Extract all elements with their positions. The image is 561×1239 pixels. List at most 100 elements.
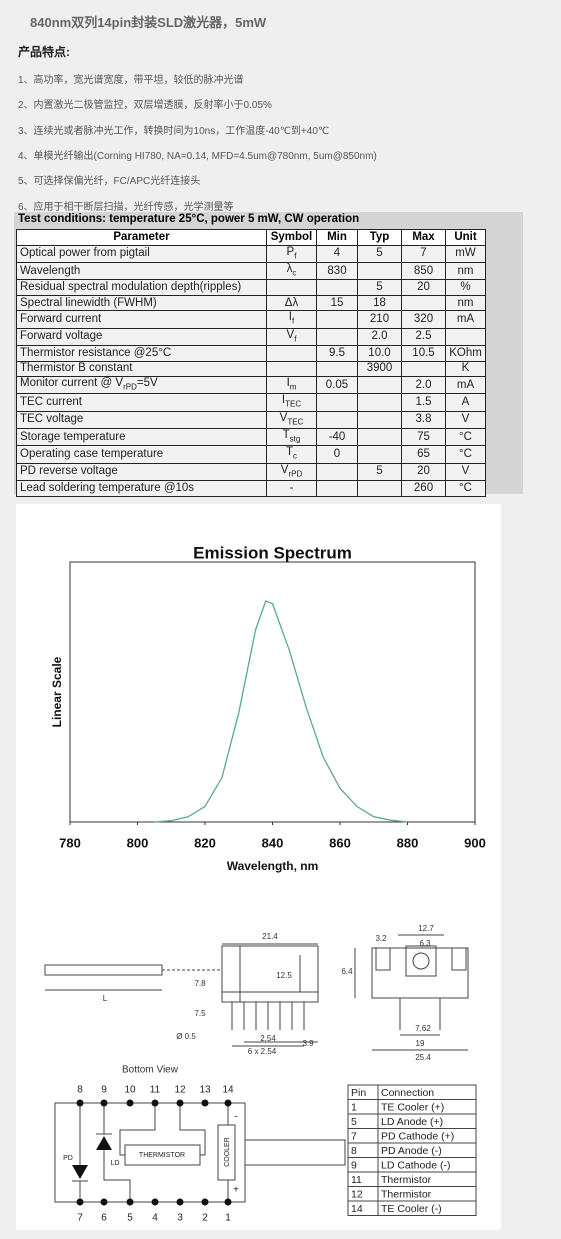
table-cell: 9.5: [316, 344, 358, 362]
feature-item: 1、高功率，宽光谱宽度，带平坦，较低的脉冲光谱: [18, 75, 244, 86]
subscript: rPD: [123, 382, 137, 392]
subscript: f: [294, 250, 297, 260]
pin-number: 8: [77, 1085, 83, 1096]
table-row: Storage temperature Tstg -40 75 °C: [16, 428, 486, 447]
subscript: TEC: [287, 417, 304, 427]
table-cell: °C: [445, 428, 486, 447]
pin-number: 3: [177, 1213, 183, 1224]
table-cell: [316, 310, 358, 329]
table-cell: 4: [316, 244, 358, 263]
dimension-label: 21.4: [262, 932, 278, 941]
table-cell: Pf: [266, 244, 317, 263]
x-tick-label: 780: [59, 835, 81, 850]
spec-table: Parameter Symbol Min Typ Max Unit Optical powe…: [16, 229, 486, 497]
table-cell: [357, 261, 402, 281]
table-row: Spectral linewidth (FWHM) Δλ 15 18 nm: [16, 294, 486, 312]
pin-table-cell: 5: [351, 1116, 357, 1128]
table-cell: If: [266, 310, 317, 329]
table-cell: [357, 428, 402, 447]
table-cell: mA: [445, 310, 486, 329]
cell-text: P: [286, 245, 295, 258]
table-cell: 5: [357, 279, 402, 296]
table-row: Monitor current @ VrPD=5V Im 0.05 2.0 mA: [16, 376, 486, 395]
header-row: Parameter Symbol Min Typ Max Unit: [16, 229, 486, 246]
table-cell: 5: [357, 462, 402, 481]
pin-number: 6: [101, 1213, 107, 1224]
table-cell: °C: [445, 479, 486, 497]
table-cell: 10.5: [401, 344, 446, 362]
table-cell: [357, 376, 402, 395]
dimension-label: 12.7: [418, 924, 434, 933]
table-cell: mW: [445, 244, 486, 263]
table-cell: 75: [401, 428, 446, 447]
table-cell: [266, 344, 317, 362]
column-header: Unit: [445, 229, 486, 246]
table-row: Wavelength λc 830 850 nm: [16, 261, 486, 281]
dimension-label: 3.9: [302, 1039, 314, 1048]
table-cell: TEC current: [16, 393, 267, 412]
table-cell: 320: [401, 310, 446, 329]
table-cell: [445, 327, 486, 346]
table-cell: 3900: [357, 360, 402, 378]
table-cell: 850: [401, 261, 446, 281]
table-cell: [316, 479, 358, 497]
pin-table-cell: LD Anode (+): [381, 1116, 443, 1128]
y-axis-label: Linear Scale: [50, 656, 64, 727]
table-cell: V: [445, 462, 486, 481]
table-cell: A: [445, 393, 486, 412]
table-cell: -: [266, 479, 317, 497]
table-cell: [266, 279, 317, 296]
table-cell: Operating case temperature: [16, 445, 267, 464]
cell-text: =5V: [136, 377, 158, 390]
feature-item: 3、连续光或者脉冲光工作，转换时间为10ns，工作温度-40℃到+40℃: [18, 125, 330, 137]
table-cell: 2.0: [357, 327, 402, 346]
pin-table-cell: TE Cooler (-): [381, 1203, 442, 1215]
table-cell: Forward voltage: [16, 327, 267, 346]
features-title: 产品特点:: [18, 45, 70, 59]
table-cell: Spectral linewidth (FWHM): [16, 294, 267, 312]
table-cell: Lead soldering temperature @10s: [16, 479, 267, 497]
x-tick-label: 800: [127, 835, 149, 850]
bottom-view-title: Bottom View: [122, 1065, 179, 1076]
subscript: m: [289, 382, 297, 392]
x-axis-label: Wavelength, nm: [227, 859, 319, 873]
diagram-label: THERMISTOR: [139, 1152, 185, 1159]
table-row: TEC voltage VTEC 3.8 V: [16, 410, 486, 430]
table-cell: [357, 479, 402, 497]
table-row: Forward current If 210 320 mA: [16, 310, 486, 329]
subscript: stg: [289, 434, 301, 444]
diagram-label: +: [233, 1185, 239, 1196]
table-cell: 260: [401, 479, 446, 497]
pin-number: 12: [174, 1085, 186, 1096]
dimension-label: 3.2: [375, 934, 387, 943]
dimension-label: Ø 0.5: [176, 1032, 196, 1041]
pin-number: 7: [77, 1213, 83, 1224]
diagram-label: COOLER: [224, 1137, 231, 1167]
table-cell: Vf: [266, 327, 317, 346]
subscript: f: [291, 316, 295, 326]
feature-item: 2、内置激光二极管监控，双层增透膜，反射率小于0.05%: [18, 100, 272, 112]
table-cell: 15: [316, 294, 358, 312]
dimension-label: 12.5: [276, 971, 292, 980]
table-cell: -40: [316, 428, 358, 447]
column-header: Parameter: [16, 229, 267, 246]
diagram-label: PD: [63, 1155, 73, 1162]
front-view: [354, 934, 469, 1051]
column-header: Max: [401, 229, 446, 246]
table-cell: Storage temperature: [16, 428, 267, 447]
column-header: Symbol: [266, 229, 317, 246]
table-cell: [316, 360, 358, 378]
table-row: Thermistor B constant 3900 K: [16, 360, 486, 378]
subscript: f: [294, 333, 297, 343]
table-cell: [316, 462, 358, 481]
pin-table-cell: 9: [351, 1160, 357, 1172]
table-cell: 20: [401, 462, 446, 481]
table-row: PD reverse voltage VrPD 5 20 V: [16, 462, 486, 481]
pin-table-frame: [347, 1084, 477, 1216]
table-cell: Δλ: [266, 294, 317, 312]
table-cell: K: [445, 360, 486, 378]
subscript: c: [292, 268, 297, 278]
dimension-label: 6.4: [341, 967, 353, 976]
diagram-label: -: [234, 1112, 237, 1123]
spectrum-line: [154, 600, 408, 823]
